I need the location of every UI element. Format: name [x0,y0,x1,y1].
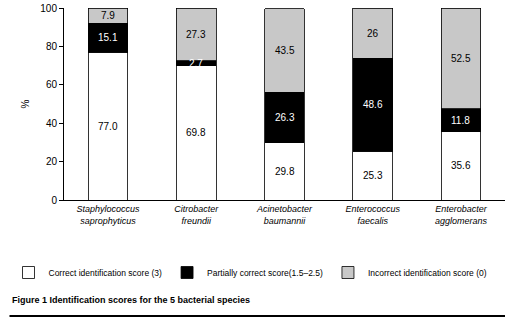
svg-text:60: 60 [46,79,58,90]
svg-text:100: 100 [40,3,57,14]
svg-text:Partially correct score(1.5–2.: Partially correct score(1.5–2.5) [207,268,323,278]
svg-text:48.6: 48.6 [363,99,383,110]
svg-text:80: 80 [46,41,58,52]
svg-text:Enterobacteragglomerans: Enterobacteragglomerans [435,204,488,226]
svg-text:69.8: 69.8 [186,127,206,138]
svg-text:35.6: 35.6 [451,160,471,171]
svg-text:Correct identification score (: Correct identification score (3) [49,268,163,278]
svg-text:77.0: 77.0 [98,121,118,132]
svg-text:7.9: 7.9 [101,10,115,21]
svg-text:Enterococcusfaecalis: Enterococcusfaecalis [345,204,400,226]
svg-text:2.7: 2.7 [189,58,203,69]
svg-text:29.8: 29.8 [275,166,295,177]
svg-text:26.3: 26.3 [275,112,295,123]
svg-text:27.3: 27.3 [186,29,206,40]
svg-text:40: 40 [46,118,58,129]
svg-text:0: 0 [51,195,57,206]
svg-text:Incorrect identification score: Incorrect identification score (0) [368,268,487,278]
svg-text:Staphylococcussaprophyticus: Staphylococcussaprophyticus [77,204,141,226]
svg-text:25.3: 25.3 [363,170,383,181]
svg-text:%: % [20,99,31,108]
svg-text:52.5: 52.5 [451,53,471,64]
svg-text:20: 20 [46,156,58,167]
svg-text:Figure 1 Identification scores: Figure 1 Identification scores for the 5… [12,295,250,305]
svg-text:Citrobacterfreundii: Citrobacterfreundii [174,204,219,226]
svg-text:15.1: 15.1 [98,32,118,43]
svg-text:43.5: 43.5 [275,45,295,56]
svg-text:11.8: 11.8 [451,115,470,126]
svg-text:26: 26 [367,28,379,39]
svg-text:Acinetobacterbaumannii: Acinetobacterbaumannii [256,204,313,226]
